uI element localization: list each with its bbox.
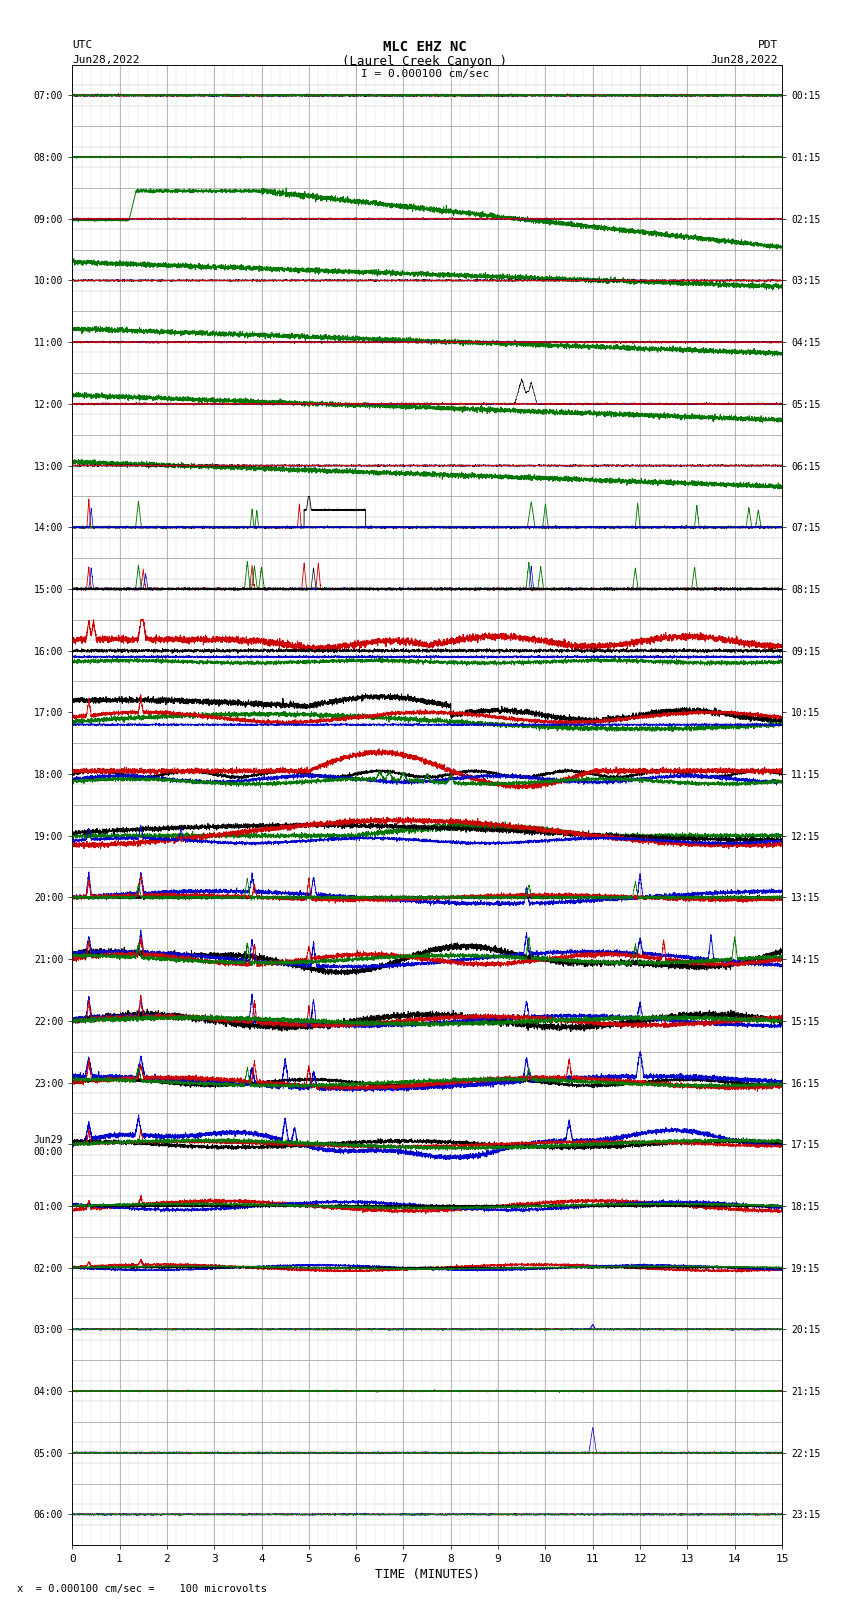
- Text: (Laurel Creek Canyon ): (Laurel Creek Canyon ): [343, 55, 507, 68]
- Text: Jun28,2022: Jun28,2022: [711, 55, 778, 65]
- Text: Jun28,2022: Jun28,2022: [72, 55, 139, 65]
- Text: PDT: PDT: [757, 40, 778, 50]
- Text: I = 0.000100 cm/sec: I = 0.000100 cm/sec: [361, 69, 489, 79]
- Text: MLC EHZ NC: MLC EHZ NC: [383, 40, 467, 55]
- Text: UTC: UTC: [72, 40, 93, 50]
- Text: x  = 0.000100 cm/sec =    100 microvolts: x = 0.000100 cm/sec = 100 microvolts: [17, 1584, 267, 1594]
- X-axis label: TIME (MINUTES): TIME (MINUTES): [375, 1568, 479, 1581]
